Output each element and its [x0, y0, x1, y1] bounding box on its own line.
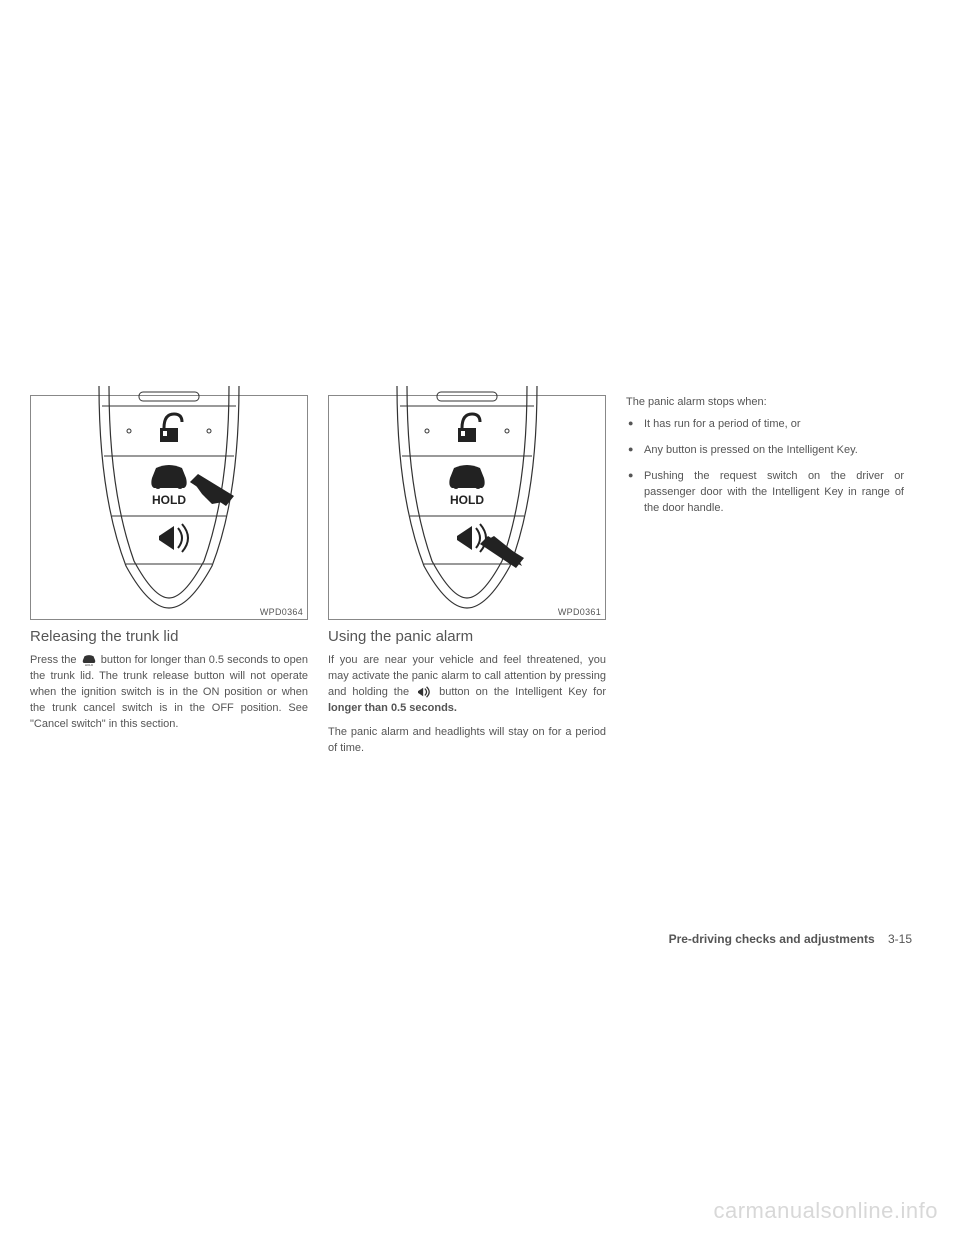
panic-horn-icon	[457, 524, 486, 552]
figure-trunk-release: HOLD WPD0364	[30, 395, 308, 620]
trunk-hold-icon: HOLD	[449, 465, 484, 507]
page-content: HOLD WPD0364 Releasing the	[30, 395, 930, 757]
figure-label: WPD0364	[260, 607, 303, 617]
figure-label: WPD0361	[558, 607, 601, 617]
panic-horn-icon	[159, 524, 188, 552]
footer-section: Pre-driving checks and adjustments	[669, 932, 875, 946]
svg-text:HOLD: HOLD	[152, 493, 186, 507]
heading-trunk: Releasing the trunk lid	[30, 628, 308, 645]
unlock-icon	[160, 414, 182, 442]
para-panic-1: If you are near your vehicle and feel th…	[328, 653, 606, 717]
para-stops-intro: The panic alarm stops when:	[626, 395, 904, 411]
column-left: HOLD WPD0364 Releasing the	[30, 395, 308, 757]
heading-panic: Using the panic alarm	[328, 628, 606, 645]
column-right: The panic alarm stops when: It has run f…	[626, 395, 904, 757]
text-bold: longer than 0.5 seconds.	[328, 702, 457, 714]
column-middle: HOLD WPD0361 Using the panic alarm If yo…	[328, 395, 606, 757]
footer-page-number: 3-15	[888, 932, 912, 946]
pointer-arrow-icon	[190, 474, 234, 506]
para-trunk: Press the HOLD button for longer than 0.…	[30, 653, 308, 733]
page-footer: Pre-driving checks and adjustments 3-15	[669, 932, 912, 946]
trunk-hold-icon: HOLD	[151, 465, 186, 507]
para-panic-2: The panic alarm and headlights will stay…	[328, 725, 606, 757]
trunk-hold-inline-icon: HOLD	[80, 654, 98, 666]
keyfob-panic-diagram: HOLD	[372, 386, 562, 611]
unlock-icon	[458, 414, 480, 442]
text-span: button on the Intelligent Key for	[439, 686, 606, 698]
list-item: It has run for a period of time, or	[626, 417, 904, 433]
pointer-arrow-icon	[480, 536, 524, 568]
keyfob-trunk-diagram: HOLD	[74, 386, 264, 611]
panic-stop-list: It has run for a period of time, or Any …	[626, 417, 904, 517]
watermark-text: carmanualsonline.info	[713, 1198, 938, 1224]
figure-panic-alarm: HOLD WPD0361	[328, 395, 606, 620]
svg-text:HOLD: HOLD	[85, 663, 94, 666]
svg-text:HOLD: HOLD	[450, 493, 484, 507]
list-item: Any button is pressed on the Intelligent…	[626, 443, 904, 459]
list-item: Pushing the request switch on the driver…	[626, 469, 904, 517]
panic-inline-icon	[415, 686, 433, 698]
